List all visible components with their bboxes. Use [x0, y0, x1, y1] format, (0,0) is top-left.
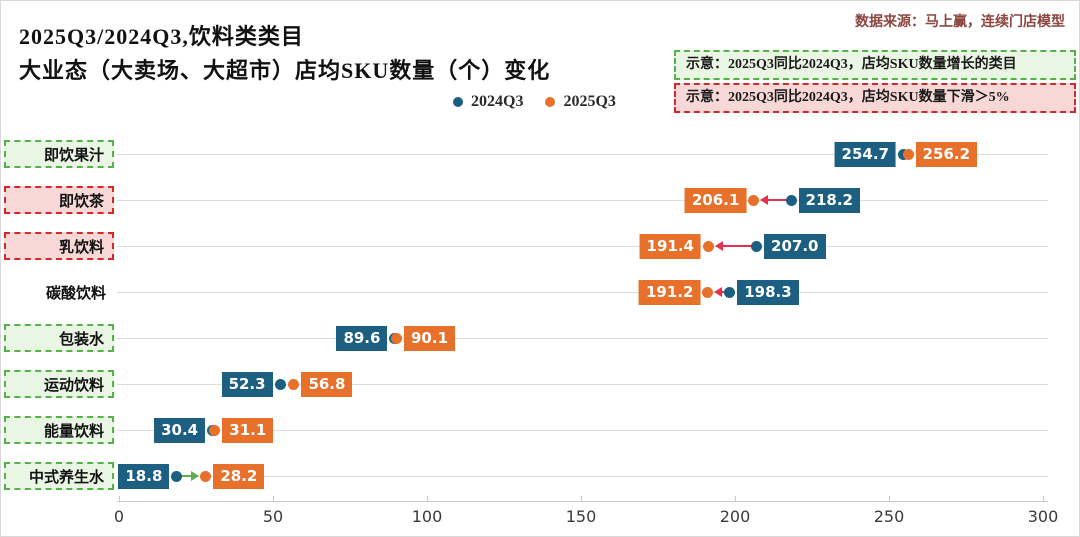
legend-dot-2025q3 [545, 97, 556, 107]
series-legend: 2024Q3 2025Q3 [453, 93, 630, 111]
x-axis-tick-label: 150 [565, 507, 597, 526]
value-label-2025q3: 90.1 [404, 325, 456, 351]
category-label-growth: 即饮果汁 [4, 140, 114, 168]
row-gridline [117, 337, 1048, 339]
category-label-growth: 中式养生水 [4, 462, 114, 490]
x-axis-tick [119, 496, 120, 501]
dot-2024q3 [724, 286, 736, 298]
category-label-decline: 乳饮料 [4, 232, 114, 260]
value-label-2024q3: 207.0 [764, 233, 826, 259]
row-gridline [117, 429, 1048, 431]
value-label-2024q3: 18.8 [118, 463, 170, 489]
x-axis-tick [889, 496, 890, 501]
row-gridline [117, 153, 1048, 155]
dot-2024q3 [785, 194, 797, 206]
category-label-growth: 能量饮料 [4, 416, 114, 444]
x-axis-tick-label: 50 [262, 507, 284, 526]
value-label-2025q3: 256.2 [915, 141, 978, 167]
decline-arrow-line [722, 245, 757, 247]
growth-arrow-icon [191, 471, 200, 481]
value-label-2024q3: 30.4 [154, 417, 206, 443]
row-gridline [117, 383, 1048, 385]
category-label-growth: 包装水 [4, 324, 114, 352]
dot-2025q3 [703, 240, 714, 252]
x-axis-tick-label: 100 [411, 507, 443, 526]
x-axis-tick-label: 200 [719, 507, 751, 526]
row-gridline [117, 291, 1048, 293]
data-source-note: 数据来源：马上赢，连续门店模型 [855, 15, 1065, 30]
category-label-growth: 运动饮料 [4, 370, 114, 398]
value-label-2025q3: 191.2 [638, 279, 701, 305]
dot-2025q3 [200, 470, 212, 482]
dot-2025q3 [748, 194, 760, 206]
x-axis-line [117, 501, 1048, 502]
x-axis-tick [273, 496, 274, 501]
row-gridline [117, 245, 1048, 247]
dot-2024q3 [171, 470, 183, 482]
dot-2025q3 [702, 286, 714, 298]
legend-dot-2024q3 [453, 97, 463, 107]
category-label-decline: 即饮茶 [4, 186, 114, 214]
value-label-2024q3: 52.3 [221, 371, 273, 397]
value-label-2025q3: 206.1 [684, 187, 747, 213]
x-axis-tick [735, 496, 736, 501]
dot-2025q3 [902, 148, 914, 160]
chart-title-line1: 2025Q3/2024Q3,饮料类类目 [19, 24, 304, 49]
dot-2024q3 [274, 378, 286, 390]
decline-arrow-icon [715, 241, 723, 251]
dot-2025q3 [288, 378, 300, 390]
x-axis-tick-label: 300 [1027, 507, 1059, 526]
value-label-2024q3: 89.6 [336, 325, 388, 351]
x-axis-tick-label: 250 [873, 507, 905, 526]
value-label-2024q3: 198.3 [737, 279, 799, 305]
value-label-2025q3: 191.4 [639, 233, 701, 259]
decline-arrow-line [767, 199, 792, 201]
legend-label-2025q3: 2025Q3 [563, 93, 616, 110]
value-label-2025q3: 31.1 [222, 417, 274, 443]
note-decline-legend: 示意：2025Q3同比2024Q3，店均SKU数量下滑＞5% [674, 83, 1076, 113]
dot-2025q3 [391, 332, 402, 344]
dot-2024q3 [751, 240, 763, 252]
x-axis-tick [1043, 496, 1044, 501]
row-gridline [117, 199, 1048, 201]
x-axis-tick-label: 0 [113, 507, 125, 526]
value-label-2024q3: 218.2 [798, 187, 860, 213]
decline-arrow-icon [714, 287, 723, 297]
growth-arrow-line [176, 475, 192, 477]
x-axis-tick [427, 496, 428, 501]
category-label-plain: 碳酸饮料 [45, 285, 106, 302]
dot-2025q3 [209, 424, 221, 436]
chart-title-line2: 大业态（大卖场、大超市）店均SKU数量（个）变化 [19, 58, 551, 83]
value-label-2024q3: 254.7 [834, 141, 896, 167]
x-axis-tick [581, 496, 582, 501]
value-label-2025q3: 56.8 [301, 371, 353, 397]
note-growth-legend: 示意：2025Q3同比2024Q3，店均SKU数量增长的类目 [674, 50, 1076, 80]
value-label-2025q3: 28.2 [213, 463, 265, 489]
row-gridline [117, 475, 1048, 477]
legend-label-2024q3: 2024Q3 [471, 93, 524, 110]
decline-arrow-icon [760, 195, 769, 205]
